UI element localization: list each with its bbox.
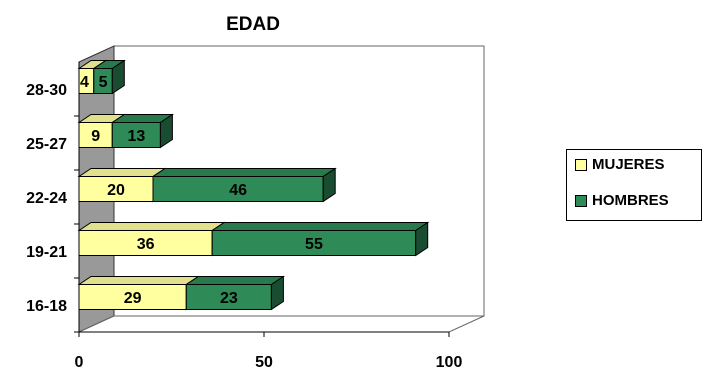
value-tick-label-100: 100 (436, 354, 463, 371)
chart-title: EDAD (226, 14, 280, 35)
value-tick-label-0: 0 (75, 354, 84, 371)
value-axis: 0 50 100 (75, 331, 463, 371)
category-label-16-18: 16-18 (26, 298, 67, 315)
legend-swatch-mujeres (575, 158, 587, 171)
bar-top (151, 168, 337, 177)
legend: MUJERES HOMBRES (566, 149, 702, 221)
category-label-22-24: 22-24 (26, 190, 67, 207)
bar-side (270, 275, 284, 311)
legend-label-mujeres: MUJERES (592, 156, 665, 173)
category-axis: 16-18 19-21 22-24 25-27 28-30 (26, 62, 80, 333)
bar-top (184, 276, 286, 285)
value-tick-label-50: 50 (255, 354, 273, 371)
bar-hombres-28-30 (92, 59, 126, 95)
bar-top (210, 222, 430, 231)
data-label-hombres-19-21: 55 (305, 236, 323, 253)
data-label-hombres-25-27: 13 (127, 128, 145, 145)
bar-side (322, 167, 336, 203)
bar-top (77, 276, 200, 285)
bar-front (78, 176, 154, 202)
data-label-hombres-16-18: 23 (220, 290, 238, 307)
legend-item-hombres: HOMBRES (575, 192, 669, 209)
bar-side (111, 59, 125, 95)
data-label-mujeres-28-30: 4 (80, 74, 89, 91)
bar-hombres-16-18 (184, 275, 286, 311)
bar-side (159, 113, 173, 149)
data-label-mujeres-16-18: 29 (124, 290, 142, 307)
data-label-mujeres-25-27: 9 (91, 128, 100, 145)
bar-front (78, 284, 187, 310)
bars: 29 23 36 55 20 46 9 13 4 5 (77, 59, 430, 311)
bar-hombres-22-24 (151, 167, 337, 203)
bar-top (77, 222, 226, 231)
data-label-mujeres-19-21: 36 (137, 236, 155, 253)
bar-top (77, 168, 167, 177)
bar-hombres-25-27 (110, 113, 175, 149)
category-label-28-30: 28-30 (26, 82, 67, 99)
legend-swatch-hombres (575, 194, 587, 207)
bar-mujeres-19-21 (77, 221, 226, 257)
bar-side (415, 221, 429, 257)
data-label-mujeres-22-24: 20 (107, 182, 125, 199)
floor (78, 315, 485, 333)
category-label-25-27: 25-27 (26, 136, 67, 153)
data-label-hombres-22-24: 46 (229, 182, 247, 199)
bar-front (211, 230, 417, 256)
category-label-19-21: 19-21 (26, 244, 67, 261)
bar-front (111, 122, 161, 148)
legend-label-hombres: HOMBRES (592, 192, 669, 209)
data-label-hombres-28-30: 5 (99, 74, 108, 91)
legend-item-mujeres: MUJERES (575, 156, 665, 173)
bar-hombres-19-21 (210, 221, 430, 257)
